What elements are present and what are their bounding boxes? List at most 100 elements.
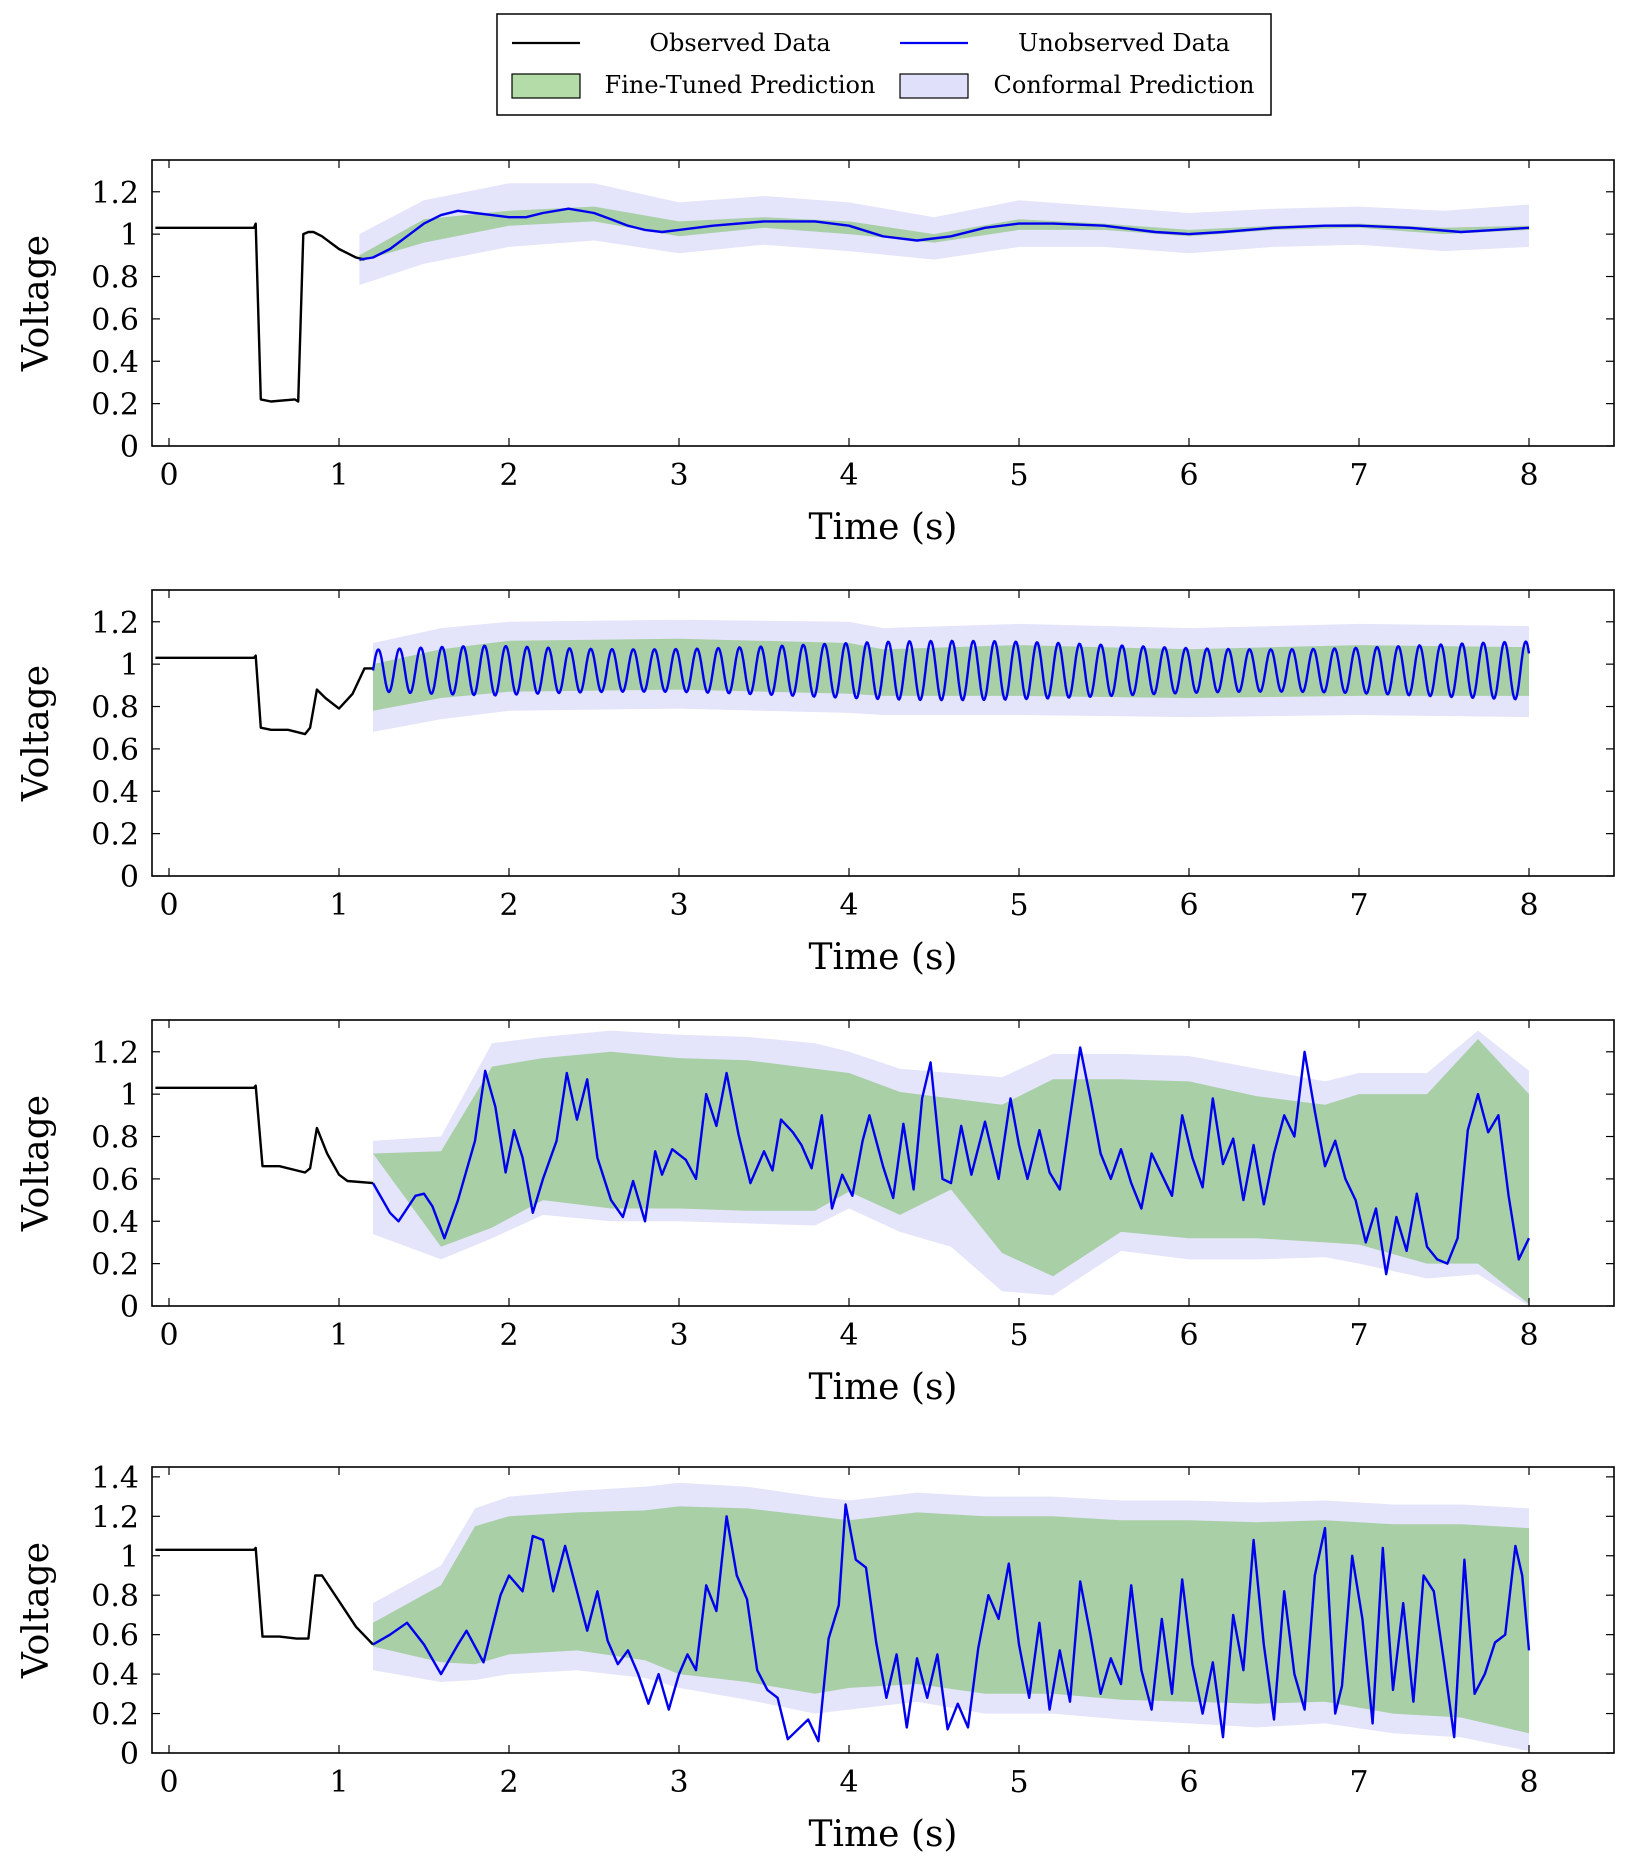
x-axis-label: Time (s) — [809, 937, 958, 978]
y-tick-label: 0 — [120, 430, 139, 465]
y-tick-label: 0.6 — [91, 1619, 139, 1654]
x-tick-label: 8 — [1519, 888, 1538, 923]
x-tick-label: 2 — [499, 888, 518, 923]
x-tick-label: 5 — [1009, 888, 1028, 923]
y-tick-label: 0 — [120, 1737, 139, 1772]
x-tick-label: 0 — [159, 1765, 178, 1800]
x-tick-label: 0 — [159, 458, 178, 493]
y-axis-label: Voltage — [16, 235, 57, 372]
observed-data-line — [155, 1084, 374, 1185]
legend-conformal-swatch — [899, 73, 969, 99]
unobserved-data-line — [372, 1503, 1531, 1743]
x-tick-label: 4 — [839, 458, 858, 493]
y-tick-label: 0.2 — [91, 388, 139, 423]
y-axis-label: Voltage — [16, 1542, 57, 1679]
y-tick-label: 0.8 — [91, 261, 139, 296]
x-axis-label: Time (s) — [809, 507, 958, 548]
observed-data-line — [155, 1546, 374, 1646]
legend-conformal-label: Conformal Prediction — [994, 71, 1255, 99]
legend: Observed Data Unobserved Data Fine-Tuned… — [496, 13, 1272, 116]
unobserved-data-line — [371, 1046, 1531, 1276]
legend-frame — [496, 13, 1272, 116]
x-tick-label: 2 — [499, 458, 518, 493]
y-tick-label: 0.4 — [91, 775, 139, 810]
x-tick-label: 5 — [1009, 458, 1028, 493]
x-tick-label: 4 — [839, 1318, 858, 1353]
legend-observed-label: Observed Data — [649, 29, 830, 57]
x-tick-label: 4 — [839, 888, 858, 923]
chart-panel-4: 0 1 2 3 4 5 6 7 8 0 0.2 0.4 0.6 0.8 1 1.2 1.4 Time (s) Vol… — [16, 1461, 1615, 1855]
y-tick-label: 1.2 — [91, 1500, 139, 1535]
x-tick-label: 1 — [329, 458, 348, 493]
plot-area — [155, 619, 1531, 736]
legend-fine-tuned-label: Fine-Tuned Prediction — [605, 71, 876, 99]
observed-data-line — [155, 222, 365, 403]
chart-panel-2: 0 1 2 3 4 5 6 7 8 0 0.2 0.4 0.6 0.8 1 1.2 Time (s) Voltag… — [16, 589, 1615, 978]
y-tick-label: 1 — [120, 1540, 139, 1575]
y-tick-label: 1 — [120, 1078, 139, 1113]
observed-data-line — [155, 654, 373, 736]
x-tick-label: 4 — [839, 1765, 858, 1800]
y-tick-label: 0.4 — [91, 1658, 139, 1693]
x-tick-label: 1 — [329, 888, 348, 923]
legend-fine-tuned-swatch — [511, 73, 581, 99]
y-tick-label: 0 — [120, 1290, 139, 1325]
x-tick-label: 5 — [1009, 1318, 1028, 1353]
plot-area — [155, 183, 1530, 403]
y-axis-label: Voltage — [16, 665, 57, 802]
y-tick-label: 0.8 — [91, 691, 139, 726]
y-axis-label: Voltage — [16, 1095, 57, 1232]
chart-panel-1: 0 1 2 3 4 5 6 7 8 0 0.2 0.4 0.6 0.8 1 1.2 Time (s) Voltag… — [16, 159, 1615, 548]
fine-tuned-prediction-band — [373, 638, 1529, 711]
x-tick-label: 6 — [1179, 458, 1198, 493]
y-tick-label: 0.6 — [91, 303, 139, 338]
y-tick-label: 0.2 — [91, 1248, 139, 1283]
y-tick-label: 0.4 — [91, 345, 139, 380]
x-tick-label: 8 — [1519, 1318, 1538, 1353]
x-tick-label: 6 — [1179, 888, 1198, 923]
y-tick-label: 0 — [120, 860, 139, 895]
y-tick-label: 0.8 — [91, 1579, 139, 1614]
x-tick-label: 3 — [669, 458, 688, 493]
y-tick-label: 0.2 — [91, 1698, 139, 1733]
y-tick-label: 1 — [120, 648, 139, 683]
x-tick-label: 0 — [159, 1318, 178, 1353]
x-tick-label: 7 — [1349, 888, 1368, 923]
x-tick-label: 6 — [1179, 1318, 1198, 1353]
plot-area — [155, 1482, 1531, 1751]
y-tick-label: 1.2 — [91, 176, 139, 211]
unobserved-data-line — [359, 207, 1530, 261]
axes-frame — [151, 159, 1615, 447]
axes-frame — [151, 1019, 1615, 1307]
x-tick-label: 0 — [159, 888, 178, 923]
x-tick-label: 3 — [669, 1318, 688, 1353]
y-tick-label: 1.2 — [91, 606, 139, 641]
fine-tuned-prediction-band — [359, 206, 1529, 262]
y-tick-label: 0.4 — [91, 1205, 139, 1240]
legend-unobserved-label: Unobserved Data — [1018, 29, 1230, 57]
y-tick-label: 0.6 — [91, 733, 139, 768]
y-tick-label: 1.4 — [91, 1461, 139, 1496]
y-tick-label: 0.6 — [91, 1163, 139, 1198]
y-tick-label: 1 — [120, 218, 139, 253]
x-tick-label: 7 — [1349, 1318, 1368, 1353]
plot-area — [155, 1030, 1531, 1306]
x-tick-label: 8 — [1519, 1765, 1538, 1800]
unobserved-data-line — [371, 639, 1531, 702]
y-tick-label: 0.2 — [91, 818, 139, 853]
x-tick-label: 2 — [499, 1765, 518, 1800]
x-axis-label: Time (s) — [809, 1814, 958, 1855]
x-tick-label: 3 — [669, 888, 688, 923]
x-tick-label: 5 — [1009, 1765, 1028, 1800]
x-tick-label: 7 — [1349, 458, 1368, 493]
axes-frame — [151, 1466, 1615, 1754]
fine-tuned-prediction-band — [373, 1506, 1529, 1734]
x-tick-label: 2 — [499, 1318, 518, 1353]
fine-tuned-prediction-band — [373, 1039, 1529, 1304]
y-tick-label: 1.2 — [91, 1036, 139, 1071]
x-tick-label: 1 — [329, 1318, 348, 1353]
x-tick-label: 8 — [1519, 458, 1538, 493]
x-axis-label: Time (s) — [809, 1367, 958, 1408]
x-tick-label: 6 — [1179, 1765, 1198, 1800]
